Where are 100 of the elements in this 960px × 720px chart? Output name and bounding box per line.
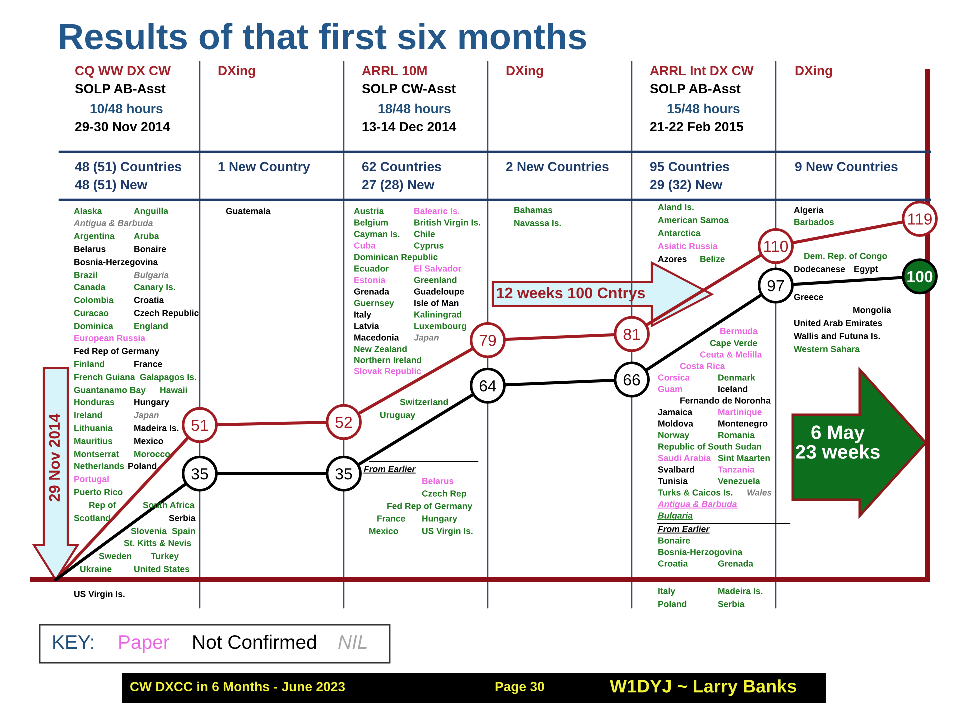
annotation: Japan xyxy=(134,412,159,420)
annotation: Republic of South Sudan xyxy=(658,443,762,452)
annotation: Italy xyxy=(354,311,372,320)
annotation: Jamaica xyxy=(658,408,693,416)
annotation: Wales xyxy=(748,489,772,496)
annotation: Uruguay xyxy=(380,412,416,420)
annotation: Colombia xyxy=(74,296,114,304)
annotation: Estonia xyxy=(354,276,386,284)
annotation: Martinique xyxy=(718,408,762,418)
annotation: Dem. Rep. of Congo xyxy=(804,252,888,262)
annotation: Honduras xyxy=(74,398,114,406)
annotation: British Virgin Is. xyxy=(414,219,480,228)
annotation: United States xyxy=(134,566,190,572)
text: Balearic Is. xyxy=(414,208,460,214)
text: DXing xyxy=(506,66,544,78)
annotation: Antarctica xyxy=(658,230,701,236)
annotation: St. Kitts & Nevis xyxy=(124,540,192,546)
data-label: 97 xyxy=(768,280,784,292)
text: ARRL Int DX CW xyxy=(650,66,754,76)
text: 10/48 hours xyxy=(90,104,163,114)
annotation: England xyxy=(134,322,168,332)
text: Serbia xyxy=(718,600,745,608)
text: W1DYJ ~ Larry Banks xyxy=(610,680,796,696)
annotation: Cuba xyxy=(354,242,376,249)
annotation: Netherlands xyxy=(74,462,124,470)
text: 9 New Countries xyxy=(795,162,898,172)
text: Guatemala xyxy=(226,208,271,214)
text: SOLP AB-Asst xyxy=(650,84,741,94)
annotation: Tanzania xyxy=(718,466,755,473)
annotation: France xyxy=(134,361,162,368)
annotation: Grenada xyxy=(718,560,754,567)
text: Algeria xyxy=(794,206,824,216)
annotation: Svalbard xyxy=(658,466,694,473)
annotation: Turkey xyxy=(151,552,179,562)
text: Bahamas xyxy=(514,206,553,214)
annotation: Mexico xyxy=(370,528,398,534)
annotation: European Russia xyxy=(74,334,146,344)
annotation: Madeira Is. xyxy=(134,424,179,432)
annotation: Spain xyxy=(172,528,196,536)
text: KEY: xyxy=(54,636,94,650)
text: DXing xyxy=(218,66,256,78)
annotation: Latvia xyxy=(354,322,380,330)
annotation: Bosnia-Herzogovina xyxy=(658,548,743,558)
annotation: Puerto Rico xyxy=(74,488,123,496)
annotation: Antigua & Barbuda xyxy=(658,500,737,510)
annotation: Mongolia xyxy=(854,306,892,316)
annotation: New Zealand xyxy=(354,346,407,352)
annotation: Bonaire xyxy=(134,246,166,252)
text: Italy xyxy=(658,588,676,596)
annotation: Greece xyxy=(794,294,824,300)
text: 13-14 Dec 2014 xyxy=(362,122,457,132)
annotation: Dominican Republic xyxy=(354,254,438,262)
annotation: Slovak Republic xyxy=(354,368,422,376)
data-label: 100 xyxy=(908,271,933,283)
annotation: Belgium xyxy=(354,219,388,228)
text: Poland xyxy=(658,600,687,608)
text: ARRL 10M xyxy=(362,66,427,76)
annotation: Venezuela xyxy=(718,478,760,484)
annotation: Kaliningrad xyxy=(414,311,462,320)
text: CQ WW DX CW xyxy=(76,66,171,78)
annotation: Guadeloupe xyxy=(414,288,464,297)
data-label: 119 xyxy=(908,214,932,225)
annotation: Barbados xyxy=(794,218,834,226)
annotation: Bulgaria xyxy=(658,512,693,521)
annotation: From Earlier xyxy=(364,466,416,472)
text: 1 New Country xyxy=(218,162,310,174)
text: Alaska xyxy=(74,208,102,214)
annotation: Fed Rep of Germany xyxy=(74,348,160,356)
annotation: Sweden xyxy=(99,552,132,560)
annotation: Bulgaria xyxy=(134,272,169,280)
annotation: Belarus xyxy=(74,246,106,252)
text: Page 30 xyxy=(496,682,544,694)
annotation: Ceuta & Melilla xyxy=(700,351,762,358)
annotation: Dodecanese xyxy=(794,266,846,272)
text: 29-30 Nov 2014 xyxy=(75,122,170,132)
annotation: Finland xyxy=(74,360,105,368)
annotation: From Earlier xyxy=(658,526,710,532)
annotation: Asiatic Russia xyxy=(658,242,718,250)
text: SOLP AB-Asst xyxy=(75,84,166,94)
text: 48 (51) New xyxy=(75,180,148,192)
annotation: Canary Is. xyxy=(134,284,176,292)
annotation: American Samoa xyxy=(658,216,730,224)
text: 2 New Countries xyxy=(506,162,609,172)
text: 15/48 hours xyxy=(668,104,740,114)
data-label: 51 xyxy=(192,420,208,432)
text: 27 (28) New xyxy=(362,180,435,192)
annotation: Turks & Caicos Is. xyxy=(658,489,733,496)
annotation: Croatia xyxy=(658,560,688,567)
annotation: France xyxy=(378,516,406,522)
text: 18/48 hours xyxy=(378,104,451,114)
annotation: Antigua & Barbuda xyxy=(74,220,153,228)
annotation: Argentina xyxy=(74,232,115,242)
annotation: Tunisia xyxy=(658,478,688,484)
annotation: Luxembourg xyxy=(414,322,466,332)
annotation: Western Sahara xyxy=(794,346,860,352)
annotation: Ecuador xyxy=(354,265,389,272)
annotation: Corsica xyxy=(658,374,690,381)
annotation: Hawaii xyxy=(160,386,188,394)
annotation: Guantanamo Bay xyxy=(74,387,146,396)
text: Paper xyxy=(120,636,170,654)
